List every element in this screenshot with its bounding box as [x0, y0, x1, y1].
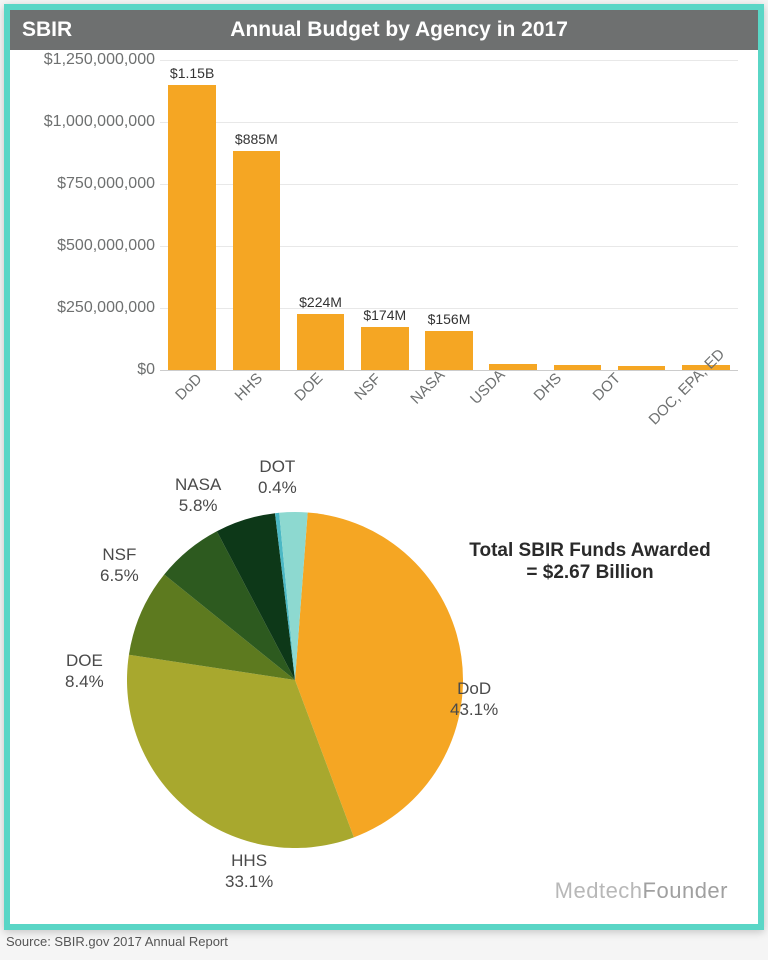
source-citation: Source: SBIR.gov 2017 Annual Report	[6, 934, 228, 949]
total-line1: Total SBIR Funds Awarded	[450, 540, 730, 562]
bar-value-label: $885M	[235, 131, 278, 147]
bar-value-label: $1.15B	[170, 65, 214, 81]
bar-value-label: $174M	[363, 307, 406, 323]
bar	[425, 331, 473, 370]
header-bar: SBIR Annual Budget by Agency in 2017	[10, 10, 758, 50]
total-funds-label: Total SBIR Funds Awarded = $2.67 Billion	[450, 540, 730, 584]
bar-value-label: $156M	[428, 311, 471, 327]
y-tick: $500,000,000	[25, 237, 155, 255]
y-tick: $0	[25, 361, 155, 379]
pie-slice-label: NASA5.8%	[175, 474, 221, 517]
pie-slice-label: NSF6.5%	[100, 544, 139, 587]
bar-wrap: $1.15B	[160, 60, 224, 370]
bar-chart: $0 $250,000,000 $500,000,000 $750,000,000 $1…	[20, 60, 748, 440]
watermark-part1: Medtech	[555, 878, 643, 903]
y-tick: $1,000,000,000	[25, 113, 155, 131]
bar-wrap: $156M	[417, 60, 481, 370]
badge-sbir: SBIR	[22, 18, 72, 42]
total-line2: = $2.67 Billion	[450, 562, 730, 584]
pie-slice-label: DOT0.4%	[258, 456, 297, 499]
bar	[168, 85, 216, 370]
pie-slice-label: DoD43.1%	[450, 678, 498, 721]
pie-slice-label: DOE8.4%	[65, 650, 104, 693]
chart-card: SBIR Annual Budget by Agency in 2017 $0$…	[4, 4, 764, 930]
y-tick: $250,000,000	[25, 299, 155, 317]
watermark-part2: Founder	[643, 878, 728, 903]
bar-wrap	[674, 60, 738, 370]
bar-wrap: $224M	[288, 60, 352, 370]
pie-chart: DoD43.1% HHS33.1% DOE8.4% NSF6.5% NASA5.8% DO…	[20, 440, 748, 910]
y-axis: $0$250,000,000$500,000,000$750,000,000$1…	[20, 60, 155, 370]
pie-slice-label: HHS33.1%	[225, 850, 273, 893]
bar-value-label: $224M	[299, 294, 342, 310]
bar-wrap	[545, 60, 609, 370]
bar-wrap: $174M	[353, 60, 417, 370]
charts-container: $0 $250,000,000 $500,000,000 $750,000,000 $1…	[10, 50, 758, 910]
chart-title: Annual Budget by Agency in 2017	[112, 18, 686, 42]
y-tick: $750,000,000	[25, 175, 155, 193]
pie-svg	[125, 510, 465, 850]
bars: $1.15B $885M $224M $174M $156M	[160, 60, 738, 370]
y-tick: $1,250,000,000	[25, 51, 155, 69]
bar-wrap: $885M	[224, 60, 288, 370]
bar-wrap	[481, 60, 545, 370]
bar-wrap	[610, 60, 674, 370]
x-axis-labels: DoDHHSDOENSFNASAUSDADHSDOTDOC, EPA, ED	[160, 374, 738, 391]
watermark: MedtechFounder	[555, 878, 728, 904]
bar	[233, 151, 281, 370]
